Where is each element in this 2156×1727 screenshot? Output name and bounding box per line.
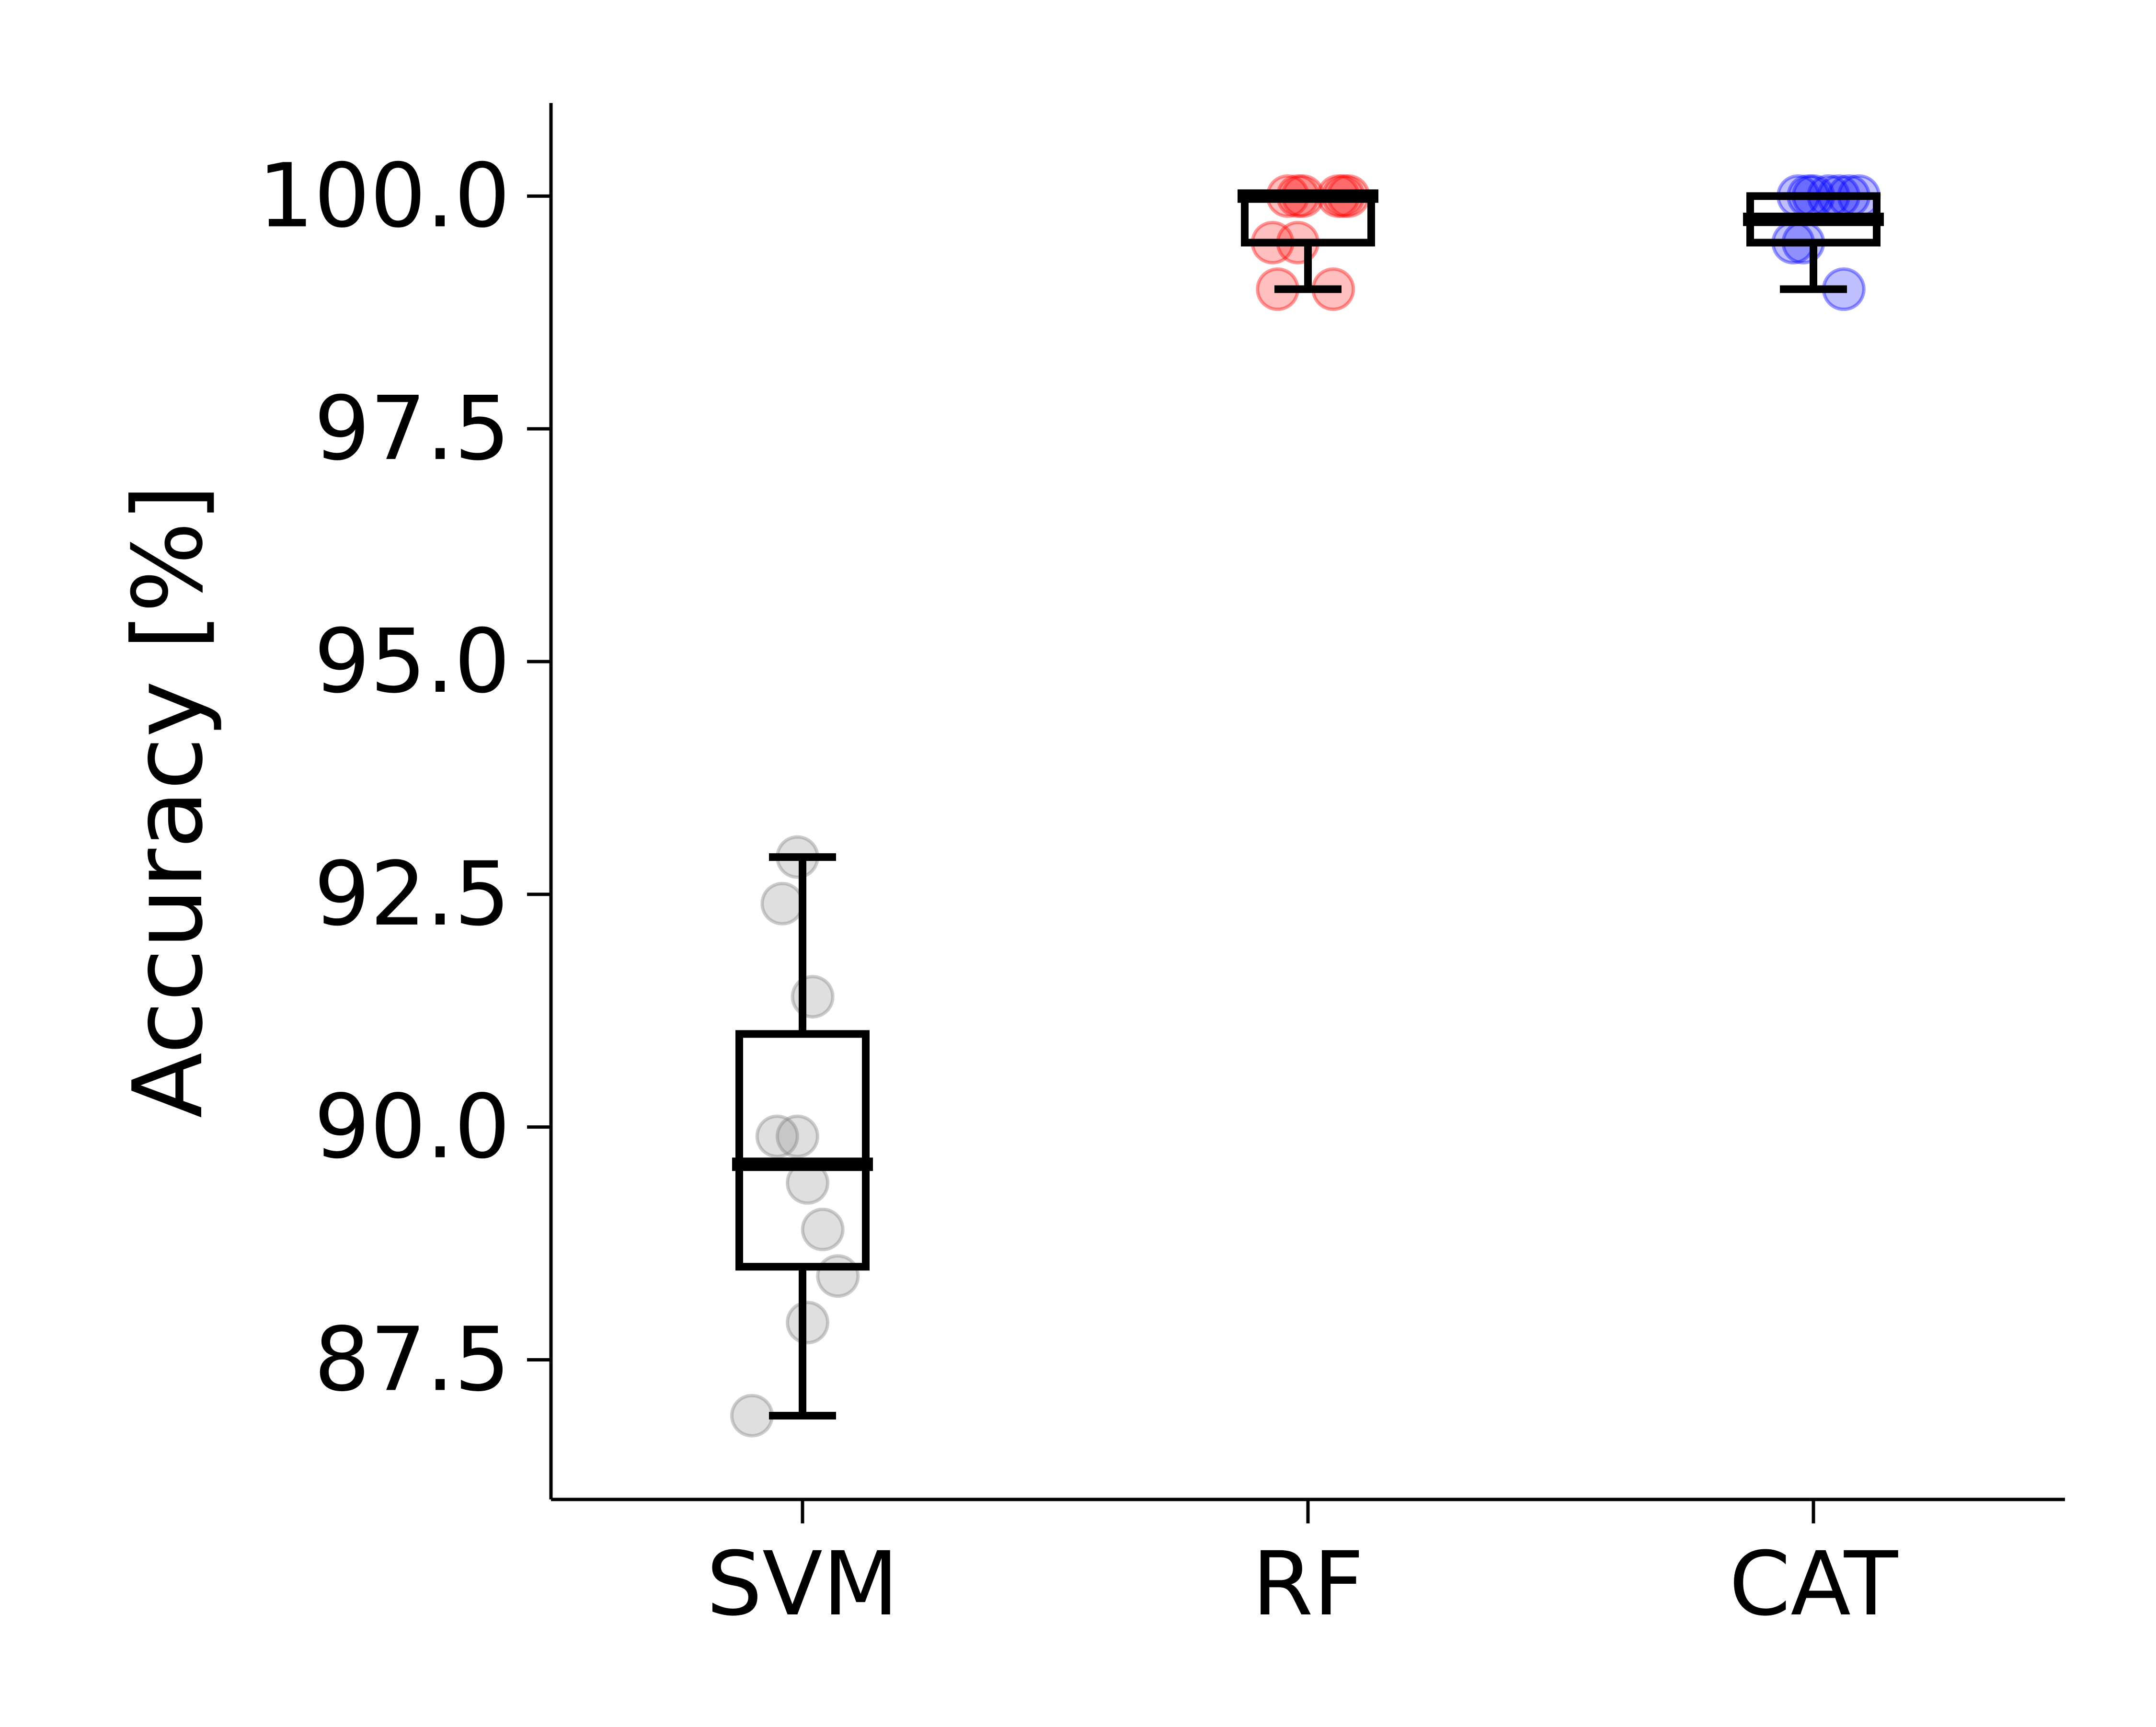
data-point-svm — [816, 1254, 860, 1298]
data-point-svm — [801, 1207, 845, 1251]
x-tick-label: RF — [1252, 1533, 1364, 1636]
y-tick-label: 87.5 — [314, 1309, 510, 1411]
data-point-svm — [730, 1394, 774, 1438]
data-point-svm — [755, 1114, 799, 1158]
scatter-points-layer — [730, 174, 1881, 1438]
data-point-svm — [760, 881, 804, 926]
x-tick-label: CAT — [1729, 1533, 1898, 1636]
data-point-svm — [775, 1114, 819, 1158]
y-tick-label: 95.0 — [314, 610, 510, 713]
data-point-svm — [786, 1301, 830, 1345]
y-tick-label: 90.0 — [314, 1076, 510, 1178]
boxes-layer — [732, 189, 1884, 1420]
data-point-svm — [791, 975, 835, 1019]
axes-layer: 87.5 90.0 92.5 95.0 97.5 100.0 SVM RF CAT — [258, 103, 2065, 1636]
y-tick-label: 92.5 — [314, 843, 510, 946]
x-tick-label: SVM — [706, 1533, 898, 1636]
y-axis-title: Accuracy [%] — [113, 484, 224, 1118]
y-tick-label: 100.0 — [258, 145, 510, 247]
y-tick-label: 97.5 — [314, 377, 510, 480]
